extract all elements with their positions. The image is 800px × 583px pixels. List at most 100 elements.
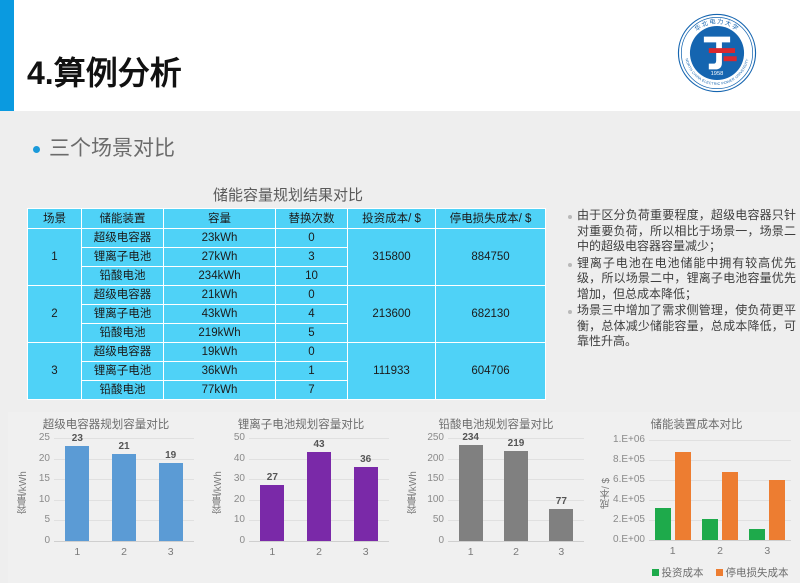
chart-y-tick-label: 150 bbox=[427, 473, 444, 485]
chart-gridline bbox=[649, 440, 791, 441]
cell-replacements: 0 bbox=[275, 285, 348, 305]
table-row: 2 超级电容器 21kWh 0 213600 682130 bbox=[27, 285, 546, 343]
chart-y-tick-label: 20 bbox=[38, 452, 50, 464]
chart-gridline bbox=[649, 480, 791, 481]
chart-title: 储能装置成本对比 bbox=[650, 419, 743, 431]
chart-bar bbox=[654, 508, 671, 540]
chart-bar bbox=[260, 485, 285, 541]
cell-capacity: 36kWh bbox=[163, 361, 276, 381]
chart-legend-label: 投资成本 bbox=[661, 567, 704, 579]
note-item: 由于区分负荷重要程度，超级电容器只针对重要负荷，所以相比于场景一，场景二中的超级… bbox=[568, 208, 796, 255]
cell-replacements: 5 bbox=[275, 323, 348, 343]
chart-gridline bbox=[649, 520, 791, 521]
table-row: 锂离子电池 27kWh 3 bbox=[28, 247, 546, 267]
cell-replacements: 7 bbox=[275, 380, 348, 400]
chart-x-tick-label: 1 bbox=[467, 546, 474, 558]
chart-bar bbox=[749, 528, 766, 540]
chart-y-tick-label: 50 bbox=[432, 514, 444, 526]
chart-bar-value-label: 36 bbox=[360, 453, 372, 465]
cell-device: 超级电容器 bbox=[81, 285, 164, 305]
th-outage-cost: 停电损失成本/ $ bbox=[435, 208, 546, 229]
chart-y-tick-label: 2.E+05 bbox=[613, 514, 645, 525]
table-body: 1 超级电容器 23kWh 0 315800 884750 锂离子电池 27kWh 3 铅酸电池 2… bbox=[27, 228, 546, 400]
chart-bar-value-label: 27 bbox=[266, 472, 278, 484]
chart-y-tick-label: 10 bbox=[233, 514, 245, 526]
cell-replacements: 0 bbox=[275, 228, 348, 248]
chart-y-tick-label: 1.E+06 bbox=[613, 434, 645, 445]
chart-x-tick-label: 3 bbox=[167, 546, 174, 558]
chart-y-tick-label: 0.E+00 bbox=[613, 534, 645, 545]
cell-device: 铅酸电池 bbox=[81, 323, 164, 343]
section-subtitle: 三个场景对比 bbox=[33, 136, 175, 162]
chart-x-tick-label: 2 bbox=[121, 546, 127, 558]
chart-bar bbox=[722, 471, 738, 540]
table-row: 1 超级电容器 23kWh 0 315800 884750 bbox=[27, 228, 546, 286]
chart-x-tick-label: 1 bbox=[669, 545, 676, 557]
chart-y-tick-label: 50 bbox=[233, 432, 245, 443]
chart-bar-value-label: 23 bbox=[71, 433, 83, 445]
legend-swatch-icon bbox=[651, 569, 659, 576]
chart-bar bbox=[504, 450, 528, 541]
chart-bar bbox=[158, 462, 183, 541]
chart-x-tick-label: 1 bbox=[74, 546, 81, 558]
note-item: 锂离子电池在电池储能中拥有较高优先级，所以场景二中，锂离子电池容量优先增加，但总… bbox=[568, 256, 796, 303]
chart-title: 超级电容器规划容量对比 bbox=[42, 419, 170, 431]
cell-capacity: 19kWh bbox=[163, 342, 276, 362]
chart-lithium-ion-capacity: 锂离子电池规划容量对比 容量/kWh 0 10 20 30 40 50 27 43 36 1 2 3 bbox=[203, 412, 399, 583]
chart-x-axis-line bbox=[54, 541, 194, 542]
chart-gridline bbox=[448, 438, 584, 439]
th-invest-cost: 投资成本/ $ bbox=[347, 208, 436, 229]
chart-y-tick-label: 250 bbox=[427, 432, 444, 443]
chart-lead-acid-capacity: 铅酸电池规划容量对比 容量/kWh 0 50 100 150 200 250 234 219 77 1… bbox=[398, 412, 594, 583]
cell-outage-cost: 682130 bbox=[435, 285, 546, 343]
chart-bar bbox=[769, 479, 786, 540]
bullet-dot-icon bbox=[568, 215, 572, 219]
chart-bar-value-label: 234 bbox=[462, 431, 479, 443]
chart-legend-item: 投资成本 bbox=[651, 565, 704, 580]
chart-x-tick-label: 2 bbox=[316, 546, 322, 558]
chart-y-tick-label: 6.E+05 bbox=[613, 474, 645, 485]
chart-bar bbox=[65, 446, 90, 541]
cell-replacements: 1 bbox=[275, 361, 348, 381]
chart-x-tick-label: 2 bbox=[513, 546, 519, 558]
table-row: 铅酸电池 219kWh 5 bbox=[28, 323, 546, 343]
chart-plot-area: 容量/kWh 0 10 20 30 40 50 27 43 36 1 2 3 bbox=[203, 412, 399, 583]
table-row: 3 超级电容器 19kWh 0 111933 604706 bbox=[27, 342, 546, 400]
chart-device-cost: 储能装置成本对比 成本/ $0.E+00 2.E+05 4.E+05 6.E+05 8.E… bbox=[593, 412, 800, 583]
chart-y-tick-label: 200 bbox=[427, 452, 444, 464]
cell-capacity: 21kWh bbox=[163, 285, 276, 305]
chart-title: 铅酸电池规划容量对比 bbox=[438, 419, 554, 431]
chart-plot-area: 容量/kWh 0 5 10 15 20 25 23 21 19 1 2 3 bbox=[8, 412, 204, 583]
chart-y-tick-label: 0 bbox=[44, 535, 50, 546]
table-title: 储能容量规划结果对比 bbox=[212, 187, 363, 204]
chart-bar bbox=[307, 452, 331, 541]
chart-x-tick-label: 3 bbox=[764, 545, 771, 557]
cell-invest-cost: 315800 bbox=[347, 228, 436, 286]
slide-header: 4.算例分析 1958 华北电力大学 NORTH CHINA ELECTRIC … bbox=[0, 0, 800, 111]
chart-bar bbox=[702, 518, 718, 540]
chart-gridline bbox=[54, 438, 194, 439]
chart-legend-label: 停电损失成本 bbox=[725, 567, 789, 579]
chart-bar-value-label: 43 bbox=[313, 439, 325, 451]
chart-x-axis-line bbox=[249, 541, 389, 542]
note-text: 由于区分负荷重要程度，超级电容器只针对重要负荷，所以相比于场景一，场景二中的超级… bbox=[577, 208, 796, 253]
chart-gridline bbox=[649, 460, 791, 461]
note-text: 锂离子电池在电池储能中拥有较高优先级，所以场景二中，锂离子电池容量优先增加，但总… bbox=[577, 255, 796, 301]
chart-gridline bbox=[249, 438, 389, 439]
chart-legend-item: 停电损失成本 bbox=[715, 565, 789, 580]
th-scene: 场景 bbox=[27, 208, 82, 229]
cell-scene: 3 bbox=[27, 342, 82, 400]
cell-replacements: 0 bbox=[275, 342, 348, 362]
cell-outage-cost: 604706 bbox=[435, 342, 546, 400]
chart-x-axis-line bbox=[649, 540, 791, 541]
chart-x-axis-line bbox=[448, 541, 584, 542]
chart-y-tick-label: 5 bbox=[44, 514, 50, 526]
chart-legend: 投资成本 停电损失成本 bbox=[649, 565, 791, 580]
cell-device: 铅酸电池 bbox=[81, 266, 164, 286]
section-subtitle-label: 三个场景对比 bbox=[49, 137, 175, 160]
chart-bar-value-label: 21 bbox=[118, 441, 130, 453]
analysis-notes-list: 由于区分负荷重要程度，超级电容器只针对重要负荷，所以相比于场景一，场景二中的超级… bbox=[568, 208, 796, 351]
cell-scene: 2 bbox=[27, 285, 82, 343]
chart-bar-value-label: 19 bbox=[165, 449, 177, 461]
